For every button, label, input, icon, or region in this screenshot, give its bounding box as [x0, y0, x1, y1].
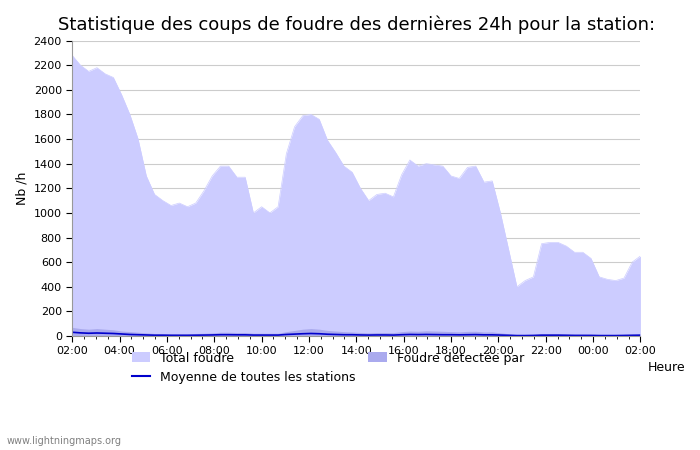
Text: www.lightningmaps.org: www.lightningmaps.org	[7, 436, 122, 446]
Y-axis label: Nb /h: Nb /h	[15, 171, 28, 205]
Title: Statistique des coups de foudre des dernières 24h pour la station:: Statistique des coups de foudre des dern…	[58, 15, 655, 33]
Text: Heure: Heure	[648, 361, 685, 374]
Legend: Total foudre, Moyenne de toutes les stations, Foudre détectée par: Total foudre, Moyenne de toutes les stat…	[127, 346, 529, 389]
